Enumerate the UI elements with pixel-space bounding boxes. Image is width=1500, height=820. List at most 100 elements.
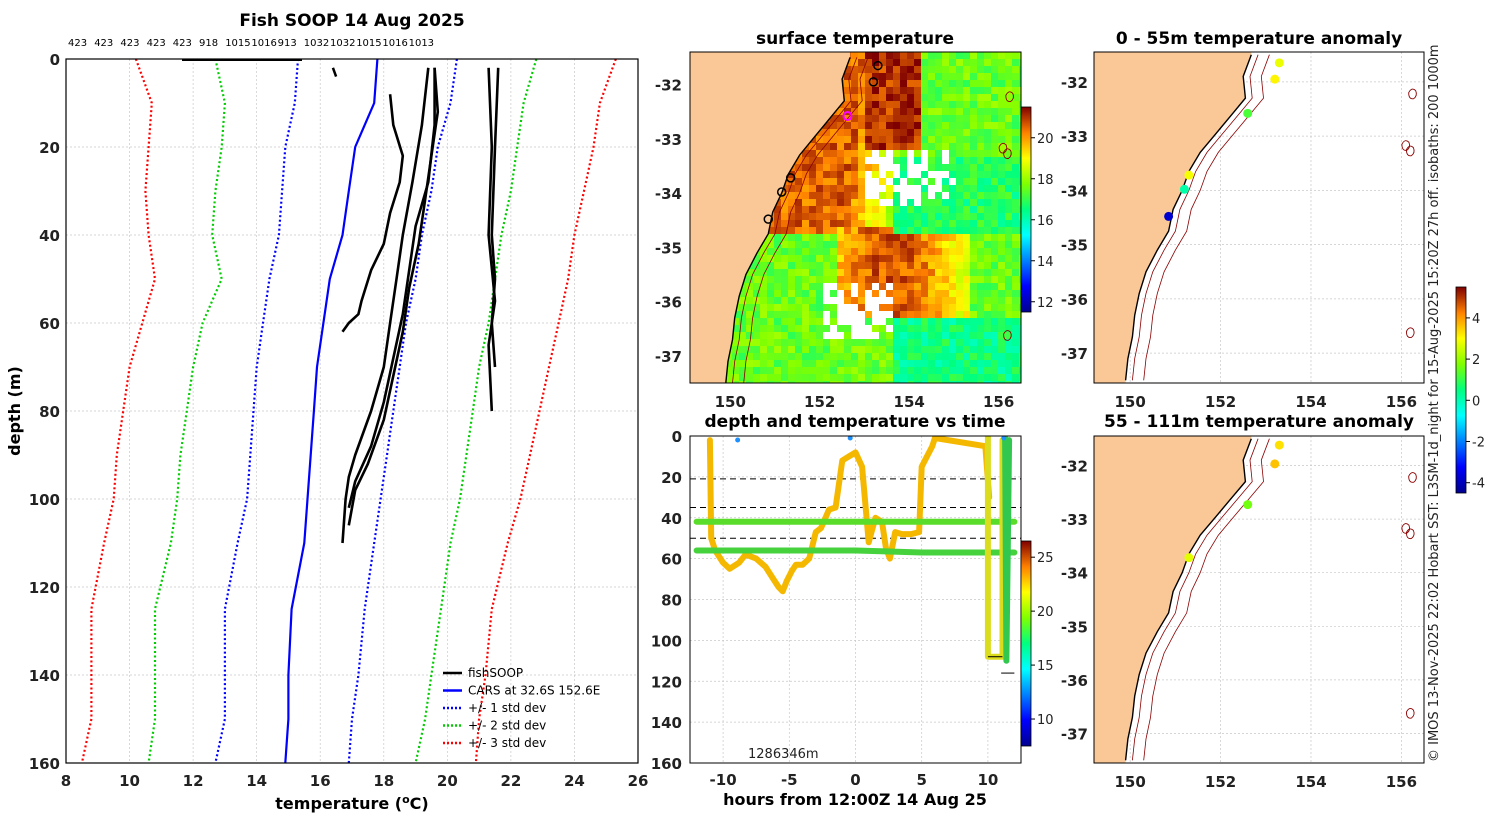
sst-cell [830, 311, 838, 319]
sst-cell [893, 227, 901, 235]
sst-cell [977, 255, 985, 263]
sst-cell [1012, 360, 1020, 368]
sst-cell [970, 297, 978, 305]
anomaly-colorbar-label: -2 [1472, 436, 1485, 451]
sst-cell [865, 150, 873, 158]
sst-cell [816, 213, 824, 221]
sst-cell [935, 192, 943, 200]
sst-cell [984, 59, 992, 67]
sst-cell [1012, 381, 1020, 383]
sst-cell [977, 87, 985, 95]
sst-cell [886, 150, 894, 158]
sst-cell [753, 311, 761, 319]
sst-cell [970, 73, 978, 81]
anomaly-xtick-label: 150 [1115, 773, 1146, 791]
sst-cell [809, 283, 817, 291]
sst-cell [781, 346, 789, 354]
cars-mean-line [284, 59, 379, 763]
sst-cell [928, 150, 936, 158]
sst-cell [963, 59, 971, 67]
sst-cell [837, 136, 845, 144]
sst-cell [879, 213, 887, 221]
sst-cell [907, 52, 915, 60]
sst-cell [907, 220, 915, 228]
sst-cell [1019, 178, 1021, 186]
sst-cell [907, 157, 915, 165]
sst-cell [886, 59, 894, 67]
sst-cell [788, 339, 796, 347]
sst-cell [900, 262, 908, 270]
sst-cell [1012, 234, 1020, 242]
sst-cell [1012, 276, 1020, 284]
sst-cell [823, 185, 831, 193]
sst-cell [760, 360, 768, 368]
sst-cell [872, 108, 880, 116]
sst-cell [879, 227, 887, 235]
sst-cell [774, 227, 782, 235]
sst-cell [1012, 59, 1020, 67]
sst-cell [851, 283, 859, 291]
sst-cell [963, 108, 971, 116]
sst-cell [928, 87, 936, 95]
sst-cell [809, 325, 817, 333]
sst-cell [781, 220, 789, 228]
sst-cell [732, 318, 740, 326]
sst-cell [809, 304, 817, 312]
sst-cell [914, 73, 922, 81]
sst-cell [914, 136, 922, 144]
sst-cell [956, 206, 964, 214]
sst-cell [802, 325, 810, 333]
sst-cell [746, 269, 754, 277]
sst-cell [900, 108, 908, 116]
sst-cell [893, 206, 901, 214]
sst-colorbar-label: 18 [1037, 173, 1054, 188]
sst-cell [816, 227, 824, 235]
sst-cell [942, 213, 950, 221]
sst-cell [774, 255, 782, 263]
sst-cell [767, 318, 775, 326]
isobath-1000 [743, 57, 869, 383]
sst-cell [928, 290, 936, 298]
sst-cell [823, 227, 831, 235]
sst-cell [823, 290, 831, 298]
sst-cell [865, 220, 873, 228]
seamount-contour [998, 142, 1008, 154]
profile-top-label: 423 [173, 38, 192, 49]
sst-cell [830, 360, 838, 368]
sst-cell [879, 66, 887, 74]
sst-cell [1019, 241, 1021, 249]
sst-cell [900, 52, 908, 60]
sst-cell [872, 171, 880, 179]
sst-cell [998, 178, 1006, 186]
sst-cell [753, 339, 761, 347]
sst-cell [872, 220, 880, 228]
sst-cell [893, 178, 901, 186]
sst-cell [1005, 52, 1013, 60]
sst-cell [900, 360, 908, 368]
sst-cell [921, 227, 929, 235]
fishsoop-profile [487, 67, 497, 412]
sst-cell [858, 136, 866, 144]
sst-cell [984, 318, 992, 326]
sst-cell [998, 80, 1006, 88]
time-depth-ytick-label: 120 [651, 673, 682, 691]
sst-cell [893, 73, 901, 81]
sst-cell [837, 332, 845, 340]
seamount-contour [1405, 145, 1415, 157]
sst-cell [998, 213, 1006, 221]
sst-cell [837, 115, 845, 123]
sst-cell [809, 276, 817, 284]
sst-cell [879, 304, 887, 312]
sst-cell [802, 297, 810, 305]
profile-top-label: 1013 [409, 38, 434, 49]
sst-cell [732, 346, 740, 354]
sst-cell [907, 206, 915, 214]
sst-cell [886, 213, 894, 221]
sst-cell [767, 346, 775, 354]
coastline [725, 57, 851, 383]
sst-cell [886, 220, 894, 228]
sst-cell [886, 227, 894, 235]
sst-cell [809, 360, 817, 368]
sst-cell [1012, 171, 1020, 179]
anomaly-ytick-label: -36 [1061, 291, 1088, 309]
